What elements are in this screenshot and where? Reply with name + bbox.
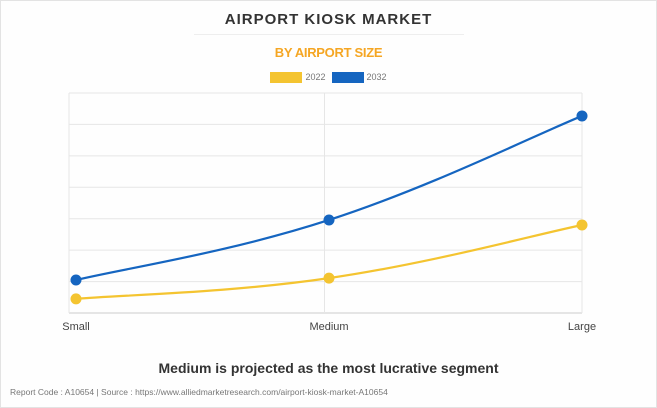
footer-source: Report Code : A10654 | Source : https://…	[10, 387, 388, 397]
data-point-2022[interactable]	[70, 293, 82, 305]
insight-text: Medium is projected as the most lucrativ…	[158, 360, 499, 376]
x-tick-label: Small	[62, 321, 90, 333]
title-divider	[194, 34, 464, 35]
data-point-2032[interactable]	[70, 274, 82, 286]
series-line-2032	[75, 114, 583, 282]
x-tick-label: Large	[568, 321, 596, 333]
series-line-2022	[75, 223, 583, 300]
legend-label: 2032	[366, 72, 387, 82]
chart-subtitle: BY AIRPORT SIZE	[274, 45, 383, 60]
data-point-2022[interactable]	[576, 219, 588, 231]
legend-item-2032[interactable]: 2032	[331, 72, 387, 84]
data-point-2022[interactable]	[323, 272, 335, 284]
legend-swatch-2032	[331, 72, 364, 84]
legend-swatch-2022	[270, 72, 303, 84]
data-point-2032[interactable]	[323, 214, 335, 226]
data-point-2032[interactable]	[576, 110, 588, 122]
chart-title: AIRPORT KIOSK MARKET	[224, 11, 433, 28]
legend: 2022 2032	[1, 72, 656, 84]
legend-label: 2022	[305, 72, 326, 82]
legend-item-2022[interactable]: 2022	[270, 72, 326, 84]
x-tick-label: Medium	[309, 321, 348, 333]
